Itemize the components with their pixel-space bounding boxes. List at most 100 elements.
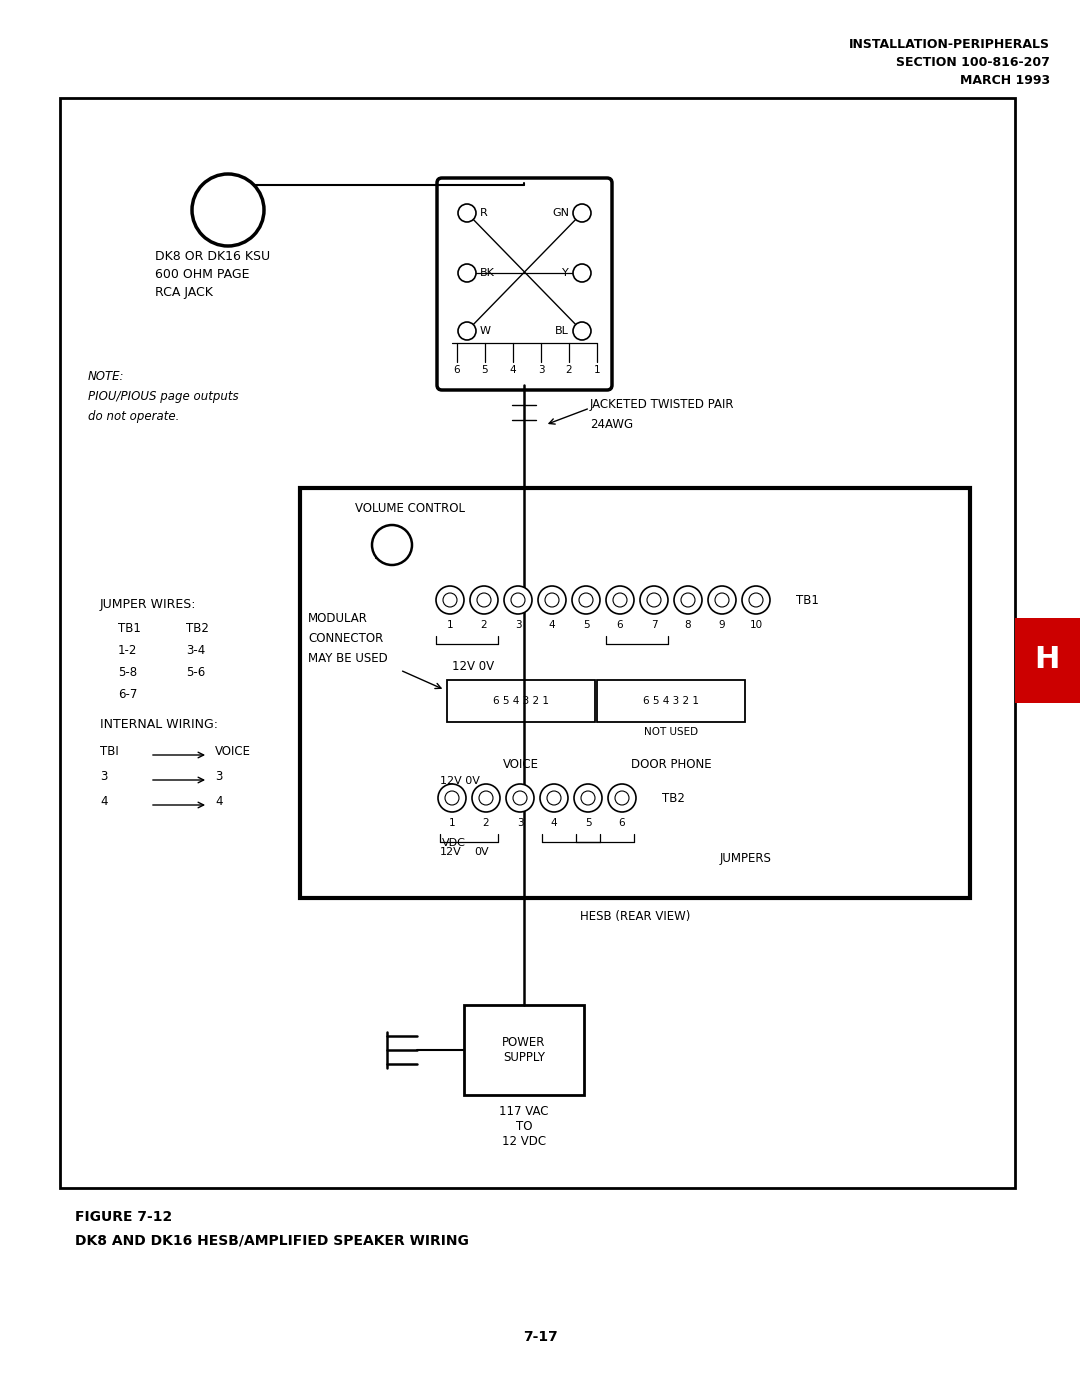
Text: 7-17: 7-17 <box>523 1330 557 1344</box>
Text: 5: 5 <box>583 620 590 630</box>
Circle shape <box>581 791 595 805</box>
Text: 1: 1 <box>594 365 600 374</box>
Circle shape <box>458 264 476 282</box>
Circle shape <box>742 585 770 615</box>
Text: 3: 3 <box>100 770 107 782</box>
Text: TB2: TB2 <box>186 622 208 636</box>
Text: FIGURE 7-12: FIGURE 7-12 <box>75 1210 172 1224</box>
Text: 0V: 0V <box>474 847 488 856</box>
Circle shape <box>674 585 702 615</box>
Text: GN: GN <box>552 208 569 218</box>
Circle shape <box>579 592 593 608</box>
Circle shape <box>458 204 476 222</box>
Circle shape <box>572 585 600 615</box>
Text: INSTALLATION-PERIPHERALS: INSTALLATION-PERIPHERALS <box>849 38 1050 52</box>
Text: 10: 10 <box>750 620 762 630</box>
Text: 4: 4 <box>100 795 108 807</box>
Text: JUMPER WIRES:: JUMPER WIRES: <box>100 598 197 610</box>
Circle shape <box>681 592 696 608</box>
Circle shape <box>613 592 627 608</box>
Text: TB1: TB1 <box>796 594 819 606</box>
Circle shape <box>545 592 559 608</box>
Text: 7: 7 <box>650 620 658 630</box>
Text: TBI: TBI <box>100 745 119 759</box>
Text: HESB (REAR VIEW): HESB (REAR VIEW) <box>580 909 690 923</box>
Circle shape <box>608 784 636 812</box>
Circle shape <box>472 784 500 812</box>
Text: 1: 1 <box>448 819 456 828</box>
Text: 6 5 4 3 2 1: 6 5 4 3 2 1 <box>643 696 699 705</box>
Text: 12V: 12V <box>440 847 462 856</box>
Text: 4: 4 <box>551 819 557 828</box>
Text: NOT USED: NOT USED <box>644 726 698 738</box>
Text: BL: BL <box>555 326 569 337</box>
Circle shape <box>372 525 411 564</box>
Text: VDC: VDC <box>442 838 465 848</box>
Circle shape <box>445 791 459 805</box>
Text: 12V 0V: 12V 0V <box>453 659 495 673</box>
Text: 1: 1 <box>447 620 454 630</box>
Circle shape <box>436 585 464 615</box>
Text: 3: 3 <box>538 365 544 374</box>
Circle shape <box>573 784 602 812</box>
Text: MAY BE USED: MAY BE USED <box>308 652 388 665</box>
Text: TB2: TB2 <box>662 792 685 805</box>
Circle shape <box>192 175 264 246</box>
Circle shape <box>480 791 492 805</box>
Text: CONNECTOR: CONNECTOR <box>308 631 383 645</box>
Text: 3: 3 <box>515 620 522 630</box>
Circle shape <box>546 791 561 805</box>
Text: 12V 0V: 12V 0V <box>440 775 480 787</box>
Text: 9: 9 <box>718 620 726 630</box>
Text: 24AWG: 24AWG <box>590 418 633 432</box>
Text: VOICE: VOICE <box>215 745 251 759</box>
FancyBboxPatch shape <box>437 177 612 390</box>
Circle shape <box>573 204 591 222</box>
Text: 1-2: 1-2 <box>118 644 137 657</box>
Circle shape <box>438 784 465 812</box>
Text: DK8 AND DK16 HESB/AMPLIFIED SPEAKER WIRING: DK8 AND DK16 HESB/AMPLIFIED SPEAKER WIRI… <box>75 1234 469 1248</box>
Circle shape <box>504 585 532 615</box>
Text: INTERNAL WIRING:: INTERNAL WIRING: <box>100 718 218 731</box>
Text: 6: 6 <box>454 365 460 374</box>
Circle shape <box>511 592 525 608</box>
Text: 5-8: 5-8 <box>118 666 137 679</box>
Text: 6 5 4 3 2 1: 6 5 4 3 2 1 <box>492 696 549 705</box>
Text: Y: Y <box>563 268 569 278</box>
Text: VOLUME CONTROL: VOLUME CONTROL <box>355 502 465 515</box>
Text: NOTE:: NOTE: <box>87 370 124 383</box>
Text: JUMPERS: JUMPERS <box>720 852 772 865</box>
Text: SECTION 100-816-207: SECTION 100-816-207 <box>896 56 1050 68</box>
Circle shape <box>715 592 729 608</box>
Circle shape <box>573 321 591 339</box>
Circle shape <box>477 592 491 608</box>
Text: MODULAR: MODULAR <box>308 612 368 624</box>
Text: DK8 OR DK16 KSU: DK8 OR DK16 KSU <box>156 250 270 263</box>
Circle shape <box>640 585 669 615</box>
Text: 6-7: 6-7 <box>118 687 137 701</box>
Text: 3: 3 <box>215 770 222 782</box>
Text: 2: 2 <box>481 620 487 630</box>
Text: do not operate.: do not operate. <box>87 409 179 423</box>
Text: RCA JACK: RCA JACK <box>156 286 213 299</box>
Bar <box>597 680 745 722</box>
Text: 600 OHM PAGE: 600 OHM PAGE <box>156 268 249 281</box>
Circle shape <box>647 592 661 608</box>
Text: 4: 4 <box>510 365 516 374</box>
Text: 5: 5 <box>482 365 488 374</box>
Text: MARCH 1993: MARCH 1993 <box>960 74 1050 87</box>
Text: VOICE: VOICE <box>503 759 539 771</box>
Text: 6: 6 <box>619 819 625 828</box>
Bar <box>1015 617 1080 703</box>
Text: 3: 3 <box>516 819 524 828</box>
Text: TB1: TB1 <box>118 622 140 636</box>
Text: 117 VAC
TO
12 VDC: 117 VAC TO 12 VDC <box>499 1105 549 1148</box>
Text: R: R <box>480 208 488 218</box>
Circle shape <box>458 321 476 339</box>
Text: POWER
SUPPLY: POWER SUPPLY <box>502 1037 545 1065</box>
Text: 4: 4 <box>549 620 555 630</box>
Bar <box>60 98 1015 1187</box>
Circle shape <box>513 791 527 805</box>
Text: 5: 5 <box>584 819 592 828</box>
Bar <box>464 1004 584 1095</box>
